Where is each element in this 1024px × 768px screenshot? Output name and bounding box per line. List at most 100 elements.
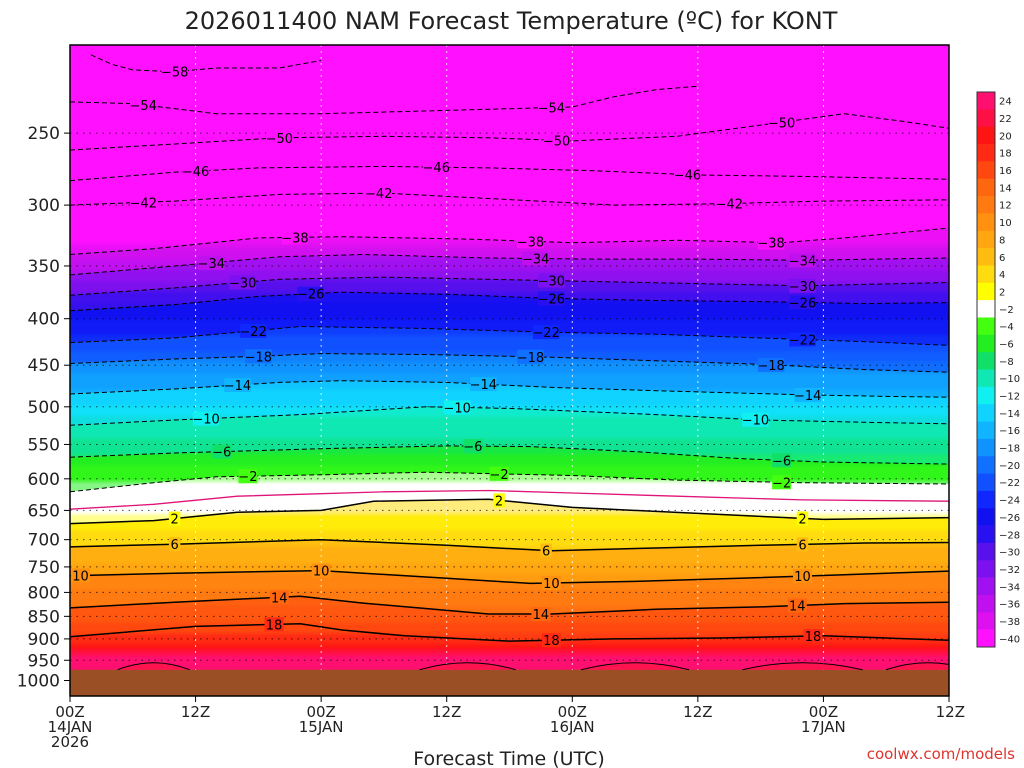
colorbar-swatch [977,421,995,440]
isotherm-label: 14 [533,608,550,623]
isotherm-label: −6 [463,440,482,455]
isotherm-label-bg [311,563,331,578]
colorbar-swatch [977,161,995,180]
isotherm-label: −10 [443,401,470,416]
colorbar-label: 6 [999,253,1005,264]
x-tick-label: 12Z [683,703,712,721]
temperature-band [70,353,949,398]
isotherm-label: 18 [266,618,283,633]
y-tick-label: 950 [28,651,60,671]
temperature-band [70,113,949,181]
x-tick-label: 14JAN [48,718,93,736]
isotherm-label: −54 [130,99,157,114]
colorbar-label: 22 [999,114,1012,125]
isotherm-label-bg [517,234,544,249]
isotherm-label-bg [161,64,188,79]
isotherm-label: −10 [742,414,769,429]
isotherm-label-bg [229,275,256,290]
colorbar-label: −32 [999,565,1020,576]
isotherm-label-bg [198,255,225,270]
isotherm-label-bg [281,230,309,245]
colorbar-swatch [977,178,995,197]
isotherm-label-bg [192,411,220,426]
isotherm-label: −26 [297,288,324,303]
colorbar-label: −14 [999,409,1020,420]
isotherm-label-bg [532,325,560,340]
colorbar-swatch [977,317,995,336]
isotherm-label: −50 [768,116,795,131]
colorbar-label: −22 [999,478,1020,489]
colorbar-swatch [977,369,995,388]
y-tick-label: 550 [28,435,60,455]
isotherm-label-bg [789,332,816,347]
x-tick-label: 00Z [55,703,84,721]
credit-link[interactable]: coolwx.com/models [867,745,1015,763]
isotherm-label-bg [493,493,505,508]
colorbar-swatch [977,456,995,474]
temperature-band [70,380,949,426]
y-tick-label: 600 [28,470,60,490]
isotherm-label: −38 [281,231,308,246]
y-tick-label: 700 [28,531,60,551]
isotherm-label: −22 [789,333,816,348]
isotherm-2 [70,498,949,525]
y-axis: 250 300 350 400 450 500 550 600 650 700 750 800 850 9… [17,124,70,692]
colorbar-label: −10 [999,374,1020,385]
isotherm-label-bg [443,400,471,415]
colorbar-label: −36 [999,600,1020,611]
isotherm-label-bg [264,617,284,632]
isotherm-label: −34 [522,253,549,268]
isotherm-label-bg [540,543,552,558]
x-tick-label: 12Z [181,703,210,721]
isotherm-label-bg [70,568,90,583]
temperature-band [70,406,949,465]
isotherm-label: −2 [772,476,791,491]
temperature-band [70,292,949,346]
colorbar-label: −38 [999,617,1020,628]
isotherm-label: −46 [182,165,209,180]
isotherm-label: −14 [794,389,821,404]
temperature-band [70,166,949,206]
colorbar-label: −4 [999,322,1014,333]
isotherm-label-bg [538,273,565,288]
colorbar-swatch [977,300,995,318]
isotherm-label-bg [768,115,795,130]
isotherm-label: −22 [239,325,266,340]
isotherm-label: 6 [542,545,550,560]
y-tick-label: 400 [28,310,60,330]
isotherm-label-bg [168,537,181,552]
colorbar-label: −26 [999,513,1020,524]
isotherm-label: 2 [171,513,179,528]
colorbar-swatch [977,612,995,630]
x-tick-label: 00Z [809,703,838,721]
field-detail [70,54,949,642]
colorbar-swatch [977,352,995,370]
isotherm--2 [70,471,949,493]
y-tick-label: 500 [28,398,60,418]
colorbar-label: 16 [999,166,1012,177]
colorbar-swatch [977,265,995,284]
x-tick-label: 12Z [936,703,965,721]
isotherm-label-bg [742,412,769,427]
colorbar-swatch [977,438,995,457]
colorbar-swatch [977,560,995,578]
temperature-band [70,54,949,114]
isotherm-label: −2 [489,468,508,483]
y-tick-label: 650 [28,501,60,521]
isotherm-label: 6 [171,538,179,553]
colorbar-swatch [977,144,995,162]
isotherm-label-bg [803,629,823,644]
isotherm-label: −10 [192,413,219,428]
colorbar-label: 18 [999,149,1012,160]
isotherm-label-bg [794,387,821,402]
isotherm-label: −50 [543,134,570,149]
surface-warm-cell [742,662,863,671]
colorbar-label: −24 [999,496,1020,507]
x-axis-label: Forecast Time (UTC) [413,748,604,768]
isotherm-label: −38 [517,235,544,250]
isotherm-label-bg [182,164,209,179]
isotherm-label: −22 [532,326,559,341]
isotherm-label: 18 [543,634,560,649]
colorbar-swatch [977,386,995,405]
